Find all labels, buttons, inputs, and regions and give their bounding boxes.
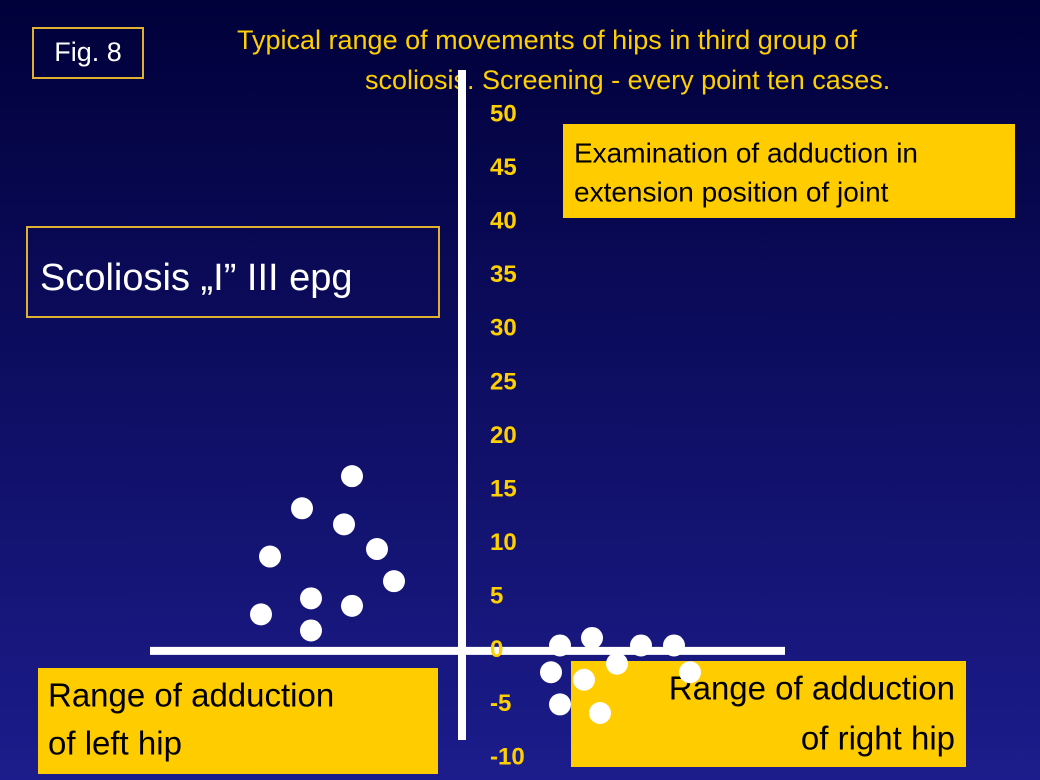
annotation: Range of adduction <box>669 670 955 707</box>
point <box>341 594 363 617</box>
y-tick-label: 15 <box>490 475 517 502</box>
group-label: Scoliosis „I” III epg <box>40 257 353 299</box>
point <box>606 652 628 675</box>
annotation-box <box>38 668 438 774</box>
point <box>300 587 322 610</box>
point <box>291 497 313 520</box>
point <box>300 619 322 642</box>
point <box>383 570 405 593</box>
annotation: extension position of joint <box>574 176 889 207</box>
y-tick-label: 45 <box>490 154 517 181</box>
figure-label: Fig. 8 <box>54 37 122 67</box>
point <box>540 661 562 684</box>
point <box>341 465 363 488</box>
annotation-box <box>571 661 966 767</box>
point <box>573 668 595 691</box>
point <box>549 634 571 657</box>
point <box>630 634 652 657</box>
title-line: scoliosis. Screening - every point ten c… <box>365 65 890 95</box>
point <box>589 701 611 724</box>
annotation-box <box>563 124 1015 218</box>
y-tick-label: -5 <box>490 690 511 717</box>
y-tick-label: 35 <box>490 261 517 288</box>
point <box>259 545 281 568</box>
group-box <box>26 226 440 318</box>
y-tick-label: 0 <box>490 636 503 663</box>
y-tick-label: 5 <box>490 583 503 610</box>
point <box>581 626 603 649</box>
point <box>679 661 701 684</box>
y-tick-label: 30 <box>490 315 517 342</box>
y-tick-label: 40 <box>490 208 517 235</box>
y-tick-label: 25 <box>490 368 517 395</box>
figure-label-box <box>32 27 144 79</box>
annotation: Range of adduction <box>48 677 334 714</box>
point <box>366 538 388 561</box>
annotation: of left hip <box>48 725 182 762</box>
point <box>333 513 355 536</box>
y-tick-label: 10 <box>490 529 517 556</box>
y-tick-label: 20 <box>490 422 517 449</box>
point <box>663 634 685 657</box>
y-tick-label: -10 <box>490 743 525 770</box>
point <box>250 603 272 626</box>
annotation: of right hip <box>801 720 955 757</box>
annotation: Examination of adduction in <box>574 137 918 168</box>
title-line: Typical range of movements of hips in th… <box>237 25 857 55</box>
point <box>549 693 571 716</box>
y-tick-label: 50 <box>490 100 517 127</box>
